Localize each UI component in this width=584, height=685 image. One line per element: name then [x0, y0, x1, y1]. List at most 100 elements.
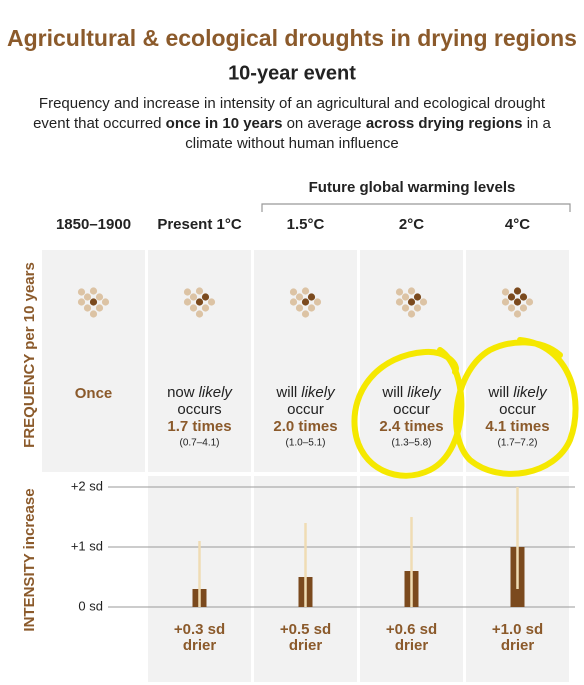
dot	[301, 310, 310, 318]
y-tick-label: 0 sd	[78, 598, 103, 613]
dot	[519, 304, 528, 312]
column-panel	[254, 250, 357, 472]
value-label: +0.5 sd	[280, 621, 331, 638]
dot	[301, 298, 310, 306]
description-segment: once in 10 years	[165, 115, 283, 132]
frequency-times: 4.1 times	[485, 418, 549, 435]
future-label: Future global warming levels	[309, 179, 516, 196]
title: Agricultural & ecological droughts in dr…	[7, 25, 577, 51]
column-header: Present 1°C	[157, 216, 242, 233]
dot	[95, 293, 104, 301]
frequency-italic: likely	[301, 384, 336, 401]
dot	[195, 310, 204, 318]
value-note: drier	[183, 637, 217, 654]
dot	[519, 293, 528, 301]
dot	[77, 298, 86, 306]
dot	[307, 293, 316, 301]
column-panel	[360, 250, 463, 472]
dot	[89, 287, 98, 295]
frequency-range: (1.3–5.8)	[391, 438, 431, 449]
dot	[83, 304, 92, 312]
frequency-verb: occur	[393, 401, 430, 418]
dot	[507, 293, 516, 301]
dot	[201, 304, 210, 312]
dot	[189, 293, 198, 301]
description-segment: Frequency and increase in intensity of a…	[33, 95, 546, 132]
dot-icon	[77, 287, 110, 318]
frequency-italic: likely	[407, 384, 442, 401]
dot	[407, 287, 416, 295]
frequency-times: 2.0 times	[273, 418, 337, 435]
column-header: 1850–1900	[56, 216, 131, 233]
frequency-italic: likely	[513, 384, 548, 401]
dot	[401, 293, 410, 301]
dot	[501, 298, 510, 306]
dot	[183, 298, 192, 306]
frequency-verb: occur	[499, 401, 536, 418]
description-segment: in a climate without human influence	[185, 115, 551, 152]
dot	[89, 310, 98, 318]
frequency-line: will likely	[487, 384, 548, 401]
dot	[289, 298, 298, 306]
frequency-lead: will	[381, 384, 403, 401]
dot	[77, 288, 86, 296]
highlight-circle	[351, 347, 465, 479]
column-header: 1.5°C	[287, 216, 325, 233]
frequency-lead: now	[167, 384, 195, 401]
dot	[513, 287, 522, 295]
description: Frequency and increase in intensity of a…	[20, 94, 564, 154]
column-panel	[148, 250, 251, 472]
frequency-text: Once	[75, 385, 113, 402]
frequency-axis-label: FREQUENCY per 10 years	[21, 262, 38, 448]
dot	[201, 293, 210, 301]
dot	[307, 304, 316, 312]
description-segment: on average	[282, 115, 366, 132]
value-label: +1.0 sd	[492, 621, 543, 638]
frequency-range: (1.7–7.2)	[497, 438, 537, 449]
column-header: 2°C	[399, 216, 424, 233]
dot	[189, 304, 198, 312]
dot	[207, 298, 216, 306]
dot	[295, 293, 304, 301]
frequency-line: will likely	[381, 384, 442, 401]
dot-icon	[183, 287, 216, 318]
bracket	[261, 203, 571, 212]
dot	[413, 304, 422, 312]
frequency-verb: occur	[287, 401, 324, 418]
dot	[413, 293, 422, 301]
subtitle: 10-year event	[228, 62, 356, 84]
frequency-verb: occurs	[177, 401, 221, 418]
dot-icon	[289, 287, 322, 318]
dot	[295, 304, 304, 312]
y-tick-label: +1 sd	[71, 538, 103, 553]
value-label: +0.6 sd	[386, 621, 437, 638]
dot	[507, 304, 516, 312]
dot	[525, 298, 534, 306]
dot	[95, 304, 104, 312]
dot	[289, 288, 298, 296]
frequency-range: (1.0–5.1)	[285, 438, 325, 449]
frequency-italic: likely	[199, 384, 234, 401]
dot	[395, 298, 404, 306]
description-segment: across drying regions	[365, 115, 523, 132]
dot	[407, 298, 416, 306]
column-panel	[42, 250, 145, 472]
column-panel	[466, 250, 569, 472]
column-header: 4°C	[505, 216, 530, 233]
value-note: drier	[501, 637, 535, 654]
frequency-times: 2.4 times	[379, 418, 443, 435]
dot-icon	[501, 287, 534, 318]
dot	[513, 298, 522, 306]
value-note: drier	[395, 637, 429, 654]
dot	[501, 288, 510, 296]
value-label: +0.3 sd	[174, 621, 225, 638]
dot	[401, 304, 410, 312]
y-tick-label: +2 sd	[71, 478, 103, 493]
dot-icon	[395, 287, 428, 318]
dot	[83, 293, 92, 301]
highlight-circle	[453, 337, 579, 477]
dot	[195, 287, 204, 295]
dot	[89, 298, 98, 306]
